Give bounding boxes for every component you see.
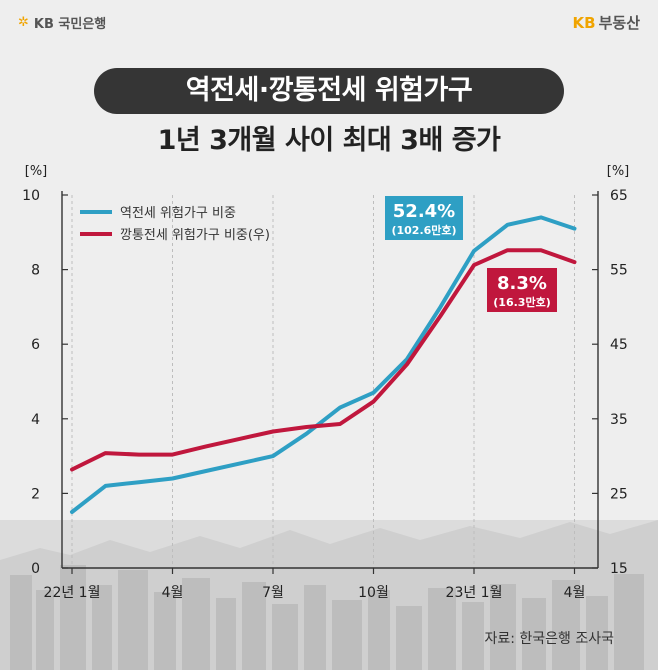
y-left-tick-label: 10 [22,188,40,204]
kb-realestate-logo-kb: KB [572,14,596,32]
title-line-2: 1년 3개월 사이 최대 3배 증가 [157,125,501,156]
title-line-1: 역전세·깡통전세 위험가구 [94,68,564,114]
callout-value-2: 8.3% [497,273,547,294]
series-line-1 [70,215,577,514]
x-tick-label: 7월 [262,585,284,601]
y-right-unit: [%] [607,164,630,179]
x-tick-label: 23년 1월 [446,585,503,601]
callout-sub-1: (102.6만호) [391,223,456,237]
legend-label-1: 역전세 위험가구 비중 [120,206,236,221]
y-left-tick-label: 4 [31,412,40,428]
y-right-tick-label: 45 [610,337,628,353]
y-right-tick-label: 15 [610,561,628,577]
x-tick-label: 4월 [564,585,586,601]
y-left-tick-label: 6 [31,337,40,353]
y-left-tick-label: 8 [31,263,40,279]
kb-realestate-logo: KB 부동산 [573,12,640,33]
source-note: 자료: 한국은행 조사국 [484,631,614,647]
y-left-tick-label: 2 [31,486,40,502]
star-icon: ✲ [18,15,29,30]
callout-box-2 [487,268,557,312]
y-left-unit: [%] [25,164,48,179]
tick-labels: 22년 1월 4월 7월 10월 23년 1월 4월 10 8 6 4 2 0 65 55 45 35 25 15… [22,164,629,601]
x-tick-label: 10월 [358,585,389,601]
kb-realestate-logo-text: 부동산 [598,14,640,32]
callout-box-1 [385,196,463,240]
y-right-tick-label: 25 [610,486,628,502]
kb-bank-logo: ✲ KB 국민은행 [18,13,106,32]
series-lines [70,215,577,514]
series-line-2 [70,248,577,472]
x-tick-label: 4월 [162,585,184,601]
x-tick-label: 22년 1월 [44,585,101,601]
y-left-tick-label: 0 [31,561,40,577]
y-right-tick-label: 55 [610,263,628,279]
y-right-tick-label: 65 [610,188,628,204]
axes [61,191,599,574]
kb-bank-logo-text: KB 국민은행 [33,17,107,32]
callout-sub-2: (16.3만호) [493,295,550,309]
legend-label-2: 깡통전세 위험가구 비중(우) [120,228,270,243]
grid-lines [71,195,575,568]
callouts: 52.4%(102.6만호) 8.3%(16.3만호) [385,196,557,312]
callout-value-1: 52.4% [393,201,455,222]
y-right-tick-label: 35 [610,412,628,428]
